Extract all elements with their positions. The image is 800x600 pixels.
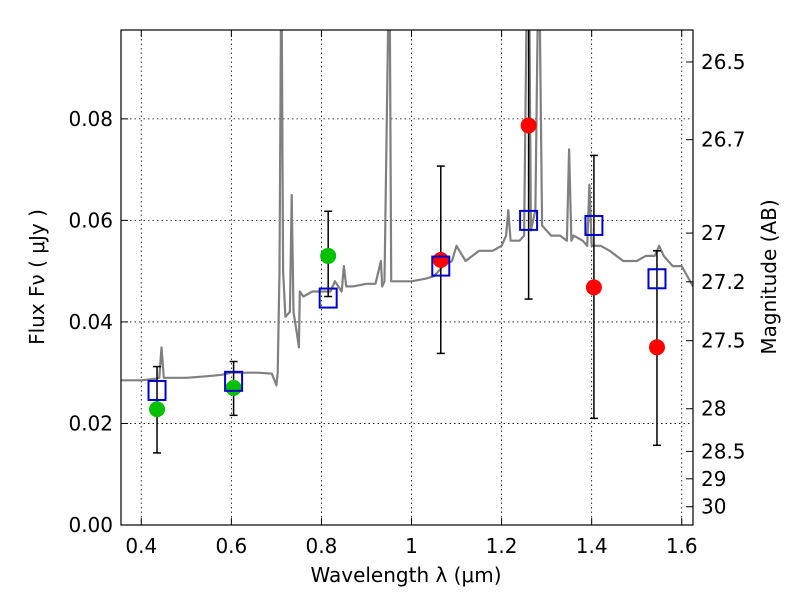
y2-tick-label: 27.2 [701,270,746,294]
y-tick-label: 0.08 [68,107,113,131]
red-point [585,279,602,296]
tick-labels: 0.4 0.6 0.8 1 1.2 1.4 1.6 0.00 0.02 0.04 0.06 0.08 2… [68,50,745,558]
model-square [224,370,244,392]
y-tick-label: 0.02 [68,411,113,435]
x-tick-label: 1 [405,534,418,558]
y-tick-label: 0.04 [68,310,113,334]
y2-tick-label: 30 [701,495,726,519]
y2-tick-label: 27 [701,221,726,245]
model-square [647,268,667,290]
model-square [431,255,451,277]
y2-tick-label: 27.5 [701,329,746,353]
spectrum-line [121,30,693,387]
red-point [520,117,537,134]
plot-background [121,30,693,525]
x-tick-label: 1.4 [576,534,608,558]
grid-lines [121,30,693,525]
y2-tick-label: 28 [701,397,726,421]
y2-tick-label: 28.5 [701,439,746,463]
model-square [147,379,167,401]
y-axis-label: Flux Fν ( μJy ) [25,209,49,345]
green-point [149,401,166,418]
model-square [318,287,338,309]
y-tick-label: 0.06 [68,208,113,232]
y2-tick-label: 26.5 [701,50,746,74]
red-point [432,251,449,268]
green-point [225,379,242,396]
red-point [648,339,665,356]
points-layer [147,117,667,418]
model-square [584,214,604,236]
plot-frame [120,29,694,526]
y2-axis-label: Magnitude (AB) [757,199,781,354]
x-tick-label: 1.2 [486,534,518,558]
model-square [519,209,539,231]
y-tick-label: 0.00 [68,513,113,537]
spectrum-layer [121,30,693,387]
green-point [320,247,337,264]
x-axis-label: Wavelength λ (μm) [310,563,501,587]
y2-tick-label: 26.7 [701,128,746,152]
tick-marks [121,30,693,526]
x-tick-label: 0.4 [125,534,157,558]
x-tick-label: 0.8 [306,534,338,558]
x-tick-label: 0.6 [215,534,247,558]
y2-tick-label: 29 [701,467,726,491]
x-tick-label: 1.6 [666,534,698,558]
